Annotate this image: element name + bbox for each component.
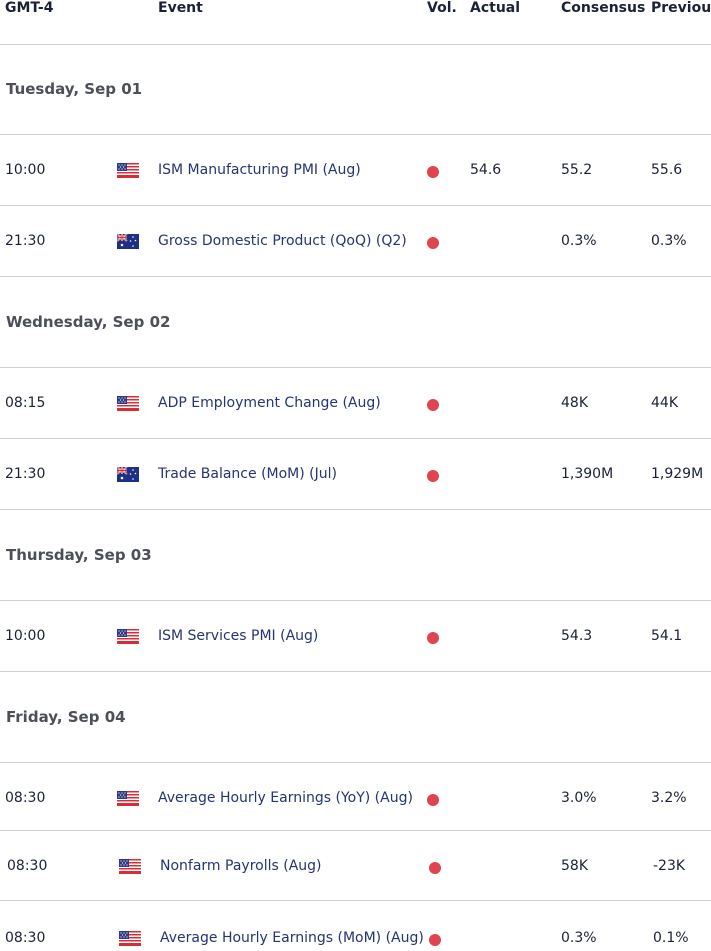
header-event: Event <box>158 0 203 16</box>
event-previous: 0.3% <box>651 233 687 249</box>
us-flag-icon <box>119 859 141 874</box>
volatility-high-indicator <box>427 632 439 644</box>
event-name[interactable]: Trade Balance (MoM) (Jul) <box>158 466 337 482</box>
volatility-high-indicator <box>427 166 439 178</box>
event-name[interactable]: ISM Manufacturing PMI (Aug) <box>158 162 361 178</box>
header-consensus: Consensus <box>561 0 646 16</box>
event-name[interactable]: Gross Domestic Product (QoQ) (Q2) <box>158 233 407 249</box>
event-consensus: 55.2 <box>561 162 593 178</box>
event-consensus: 1,390M <box>561 466 614 482</box>
us-flag-icon <box>119 931 141 946</box>
volatility-high-indicator <box>427 794 439 806</box>
day-label: Thursday, Sep 03 <box>6 546 152 564</box>
header-actual: Actual <box>470 0 521 16</box>
event-name[interactable]: Average Hourly Earnings (MoM) (Aug) <box>160 930 424 946</box>
event-previous: 3.2% <box>651 790 687 806</box>
event-previous: 54.1 <box>651 628 683 644</box>
day-label: Wednesday, Sep 02 <box>6 313 171 331</box>
volatility-high-indicator <box>427 399 439 411</box>
volatility-high-indicator <box>429 934 441 946</box>
us-flag-icon <box>117 163 139 178</box>
event-time: 08:15 <box>5 395 46 411</box>
us-flag-icon <box>117 629 139 644</box>
divider <box>0 671 711 672</box>
event-time: 10:00 <box>5 628 46 644</box>
day-label: Friday, Sep 04 <box>6 708 126 726</box>
event-name[interactable]: ADP Employment Change (Aug) <box>158 395 381 411</box>
event-consensus: 0.3% <box>561 930 597 946</box>
header-vol: Vol. <box>427 0 457 16</box>
event-time: 08:30 <box>5 790 46 806</box>
event-time: 21:30 <box>5 466 46 482</box>
au-flag-icon <box>116 466 139 482</box>
divider <box>0 276 711 277</box>
event-row[interactable]: 10:00 ISM Services PMI (Aug) 54.3 54.1 <box>0 600 711 672</box>
event-row[interactable]: 21:30 Gross Domestic Product (QoQ) (Q2) … <box>0 205 711 277</box>
event-consensus: 3.0% <box>561 790 597 806</box>
event-consensus: 0.3% <box>561 233 597 249</box>
event-row[interactable]: 08:30 Average Hourly Earnings (MoM) (Aug… <box>0 900 711 951</box>
event-row[interactable]: 08:15 ADP Employment Change (Aug) 48K 44… <box>0 367 711 439</box>
event-name[interactable]: Nonfarm Payrolls (Aug) <box>160 858 322 874</box>
event-row[interactable]: 10:00 ISM Manufacturing PMI (Aug) 54.6 5… <box>0 134 711 206</box>
event-consensus: 54.3 <box>561 628 593 644</box>
event-time: 08:30 <box>5 930 46 946</box>
day-label: Tuesday, Sep 01 <box>6 80 143 98</box>
event-time: 10:00 <box>5 162 46 178</box>
event-previous: -23K <box>653 858 686 874</box>
header-previous: Previous <box>651 0 711 16</box>
event-previous: 55.6 <box>651 162 683 178</box>
header-timezone: GMT-4 <box>5 0 54 16</box>
us-flag-icon <box>117 396 139 411</box>
divider <box>0 509 711 510</box>
event-time: 08:30 <box>7 858 48 874</box>
event-row[interactable]: 08:30 Nonfarm Payrolls (Aug) 58K -23K <box>0 830 711 901</box>
event-previous: 0.1% <box>653 930 689 946</box>
event-consensus: 58K <box>561 858 588 874</box>
event-row[interactable]: 21:30 Trade Balance (MoM) (Jul) 1,390M 1… <box>0 438 711 510</box>
volatility-high-indicator <box>427 237 439 249</box>
table-header: GMT-4 Event Vol. Actual Consensus Previo… <box>0 0 711 45</box>
event-name[interactable]: ISM Services PMI (Aug) <box>158 628 319 644</box>
volatility-high-indicator <box>427 470 439 482</box>
au-flag-icon <box>116 233 139 249</box>
event-consensus: 48K <box>561 395 588 411</box>
event-previous: 1,929M <box>651 466 704 482</box>
event-previous: 44K <box>651 395 678 411</box>
event-actual: 54.6 <box>470 162 502 178</box>
event-time: 21:30 <box>5 233 46 249</box>
event-name[interactable]: Average Hourly Earnings (YoY) (Aug) <box>158 790 413 806</box>
us-flag-icon <box>117 791 139 806</box>
volatility-high-indicator <box>429 862 441 874</box>
event-row[interactable]: 08:30 Average Hourly Earnings (YoY) (Aug… <box>0 762 711 834</box>
